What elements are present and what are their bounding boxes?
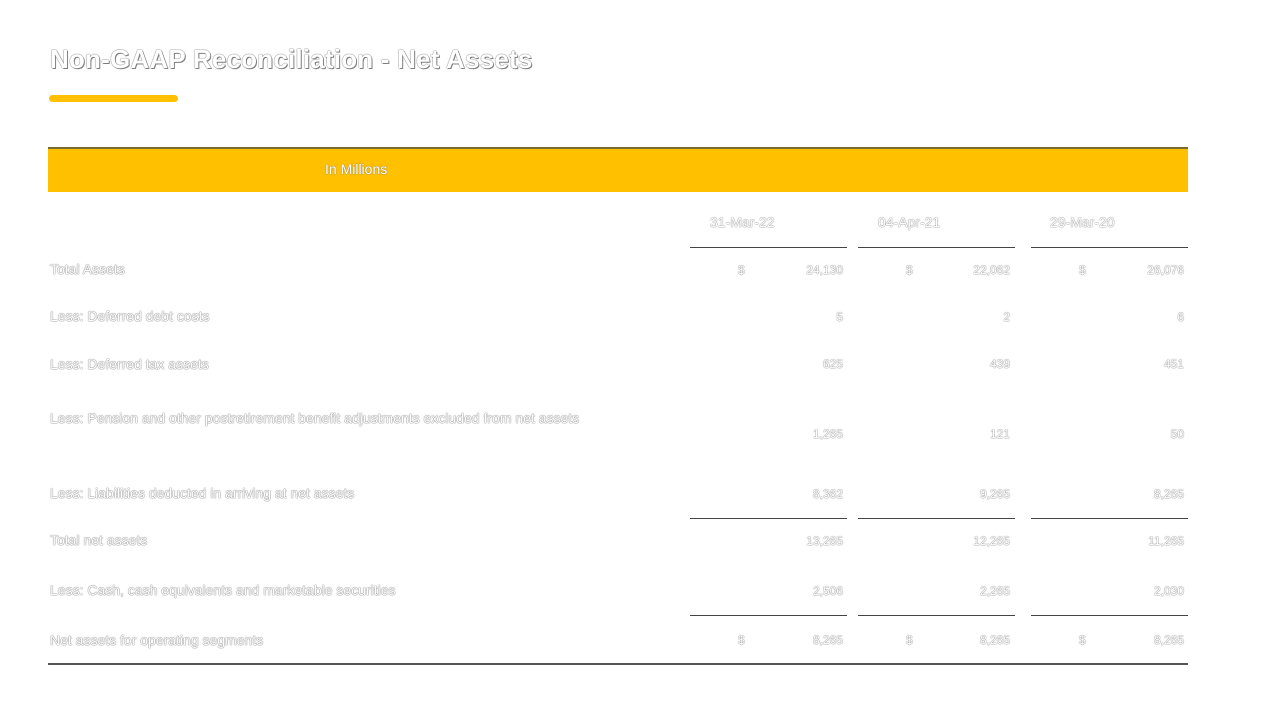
subtotal-rule (690, 518, 847, 519)
table-cell: 121 (989, 427, 1010, 441)
unit-label: In Millions (325, 161, 388, 177)
table-cell: 13,265 (806, 534, 843, 548)
header-rule (1031, 247, 1188, 248)
currency-symbol: $ (738, 633, 745, 647)
table-cell: 26,076 (1147, 263, 1184, 277)
table-cell: 2,265 (979, 584, 1010, 598)
currency-symbol: $ (738, 263, 745, 277)
table-cell: 2 (1003, 310, 1010, 324)
subtotal-rule (858, 615, 1015, 616)
column-header-2021: 04-Apr-21 (878, 214, 941, 230)
title-accent-bar (49, 95, 178, 102)
table-cell: 2,030 (1153, 584, 1184, 598)
subtotal-rule (1031, 518, 1188, 519)
table-cell: 50 (1170, 427, 1184, 441)
row-label-total-assets: Total Assets (50, 261, 125, 277)
table-cell: 6 (1177, 310, 1184, 324)
subtotal-rule (1031, 615, 1188, 616)
row-label-cash-equivalents: Less: Cash, cash equivalents and marketa… (50, 582, 396, 598)
table-cell: 1,265 (812, 427, 843, 441)
row-label-liabilities-deducted: Less: Liabilities deducted in arriving a… (50, 485, 355, 501)
row-label-net-assets-operating: Net assets for operating segments (50, 632, 264, 648)
row-label-deferred-debt-costs: Less: Deferred debt costs (50, 308, 210, 324)
table-cell: 8,265 (979, 633, 1010, 647)
header-rule (690, 247, 847, 248)
table-cell: 11,265 (1148, 534, 1184, 548)
subtotal-rule (858, 518, 1015, 519)
table-cell: 9,265 (979, 487, 1010, 501)
table-cell: 625 (822, 357, 843, 371)
column-header-2022: 31-Mar-22 (710, 214, 775, 230)
currency-symbol: $ (906, 263, 913, 277)
table-bottom-rule (48, 663, 1188, 665)
table-cell: 2,506 (812, 584, 843, 598)
subtotal-rule (690, 615, 847, 616)
header-rule (858, 247, 1015, 248)
row-label-pension-adjustments: Less: Pension and other postretirement b… (50, 410, 580, 426)
currency-symbol: $ (906, 633, 913, 647)
currency-symbol: $ (1079, 633, 1086, 647)
row-label-total-net-assets: Total net assets (50, 532, 148, 548)
table-cell: 22,062 (973, 263, 1010, 277)
column-header-2020: 29-Mar-20 (1050, 214, 1115, 230)
table-cell: 8,265 (1153, 633, 1184, 647)
table-cell: 24,130 (806, 263, 843, 277)
table-cell: 8,265 (1153, 487, 1184, 501)
currency-symbol: $ (1079, 263, 1086, 277)
table-cell: 451 (1163, 357, 1184, 371)
table-cell: 8,265 (812, 633, 843, 647)
table-cell: 8,362 (812, 487, 843, 501)
row-label-deferred-tax-assets: Less: Deferred tax assets (50, 356, 209, 372)
table-cell: 439 (989, 357, 1010, 371)
table-cell: 5 (836, 310, 843, 324)
page-title: Non-GAAP Reconciliation - Net Assets (50, 44, 533, 74)
table-header-band: In Millions (48, 147, 1188, 192)
table-cell: 12,265 (973, 534, 1010, 548)
